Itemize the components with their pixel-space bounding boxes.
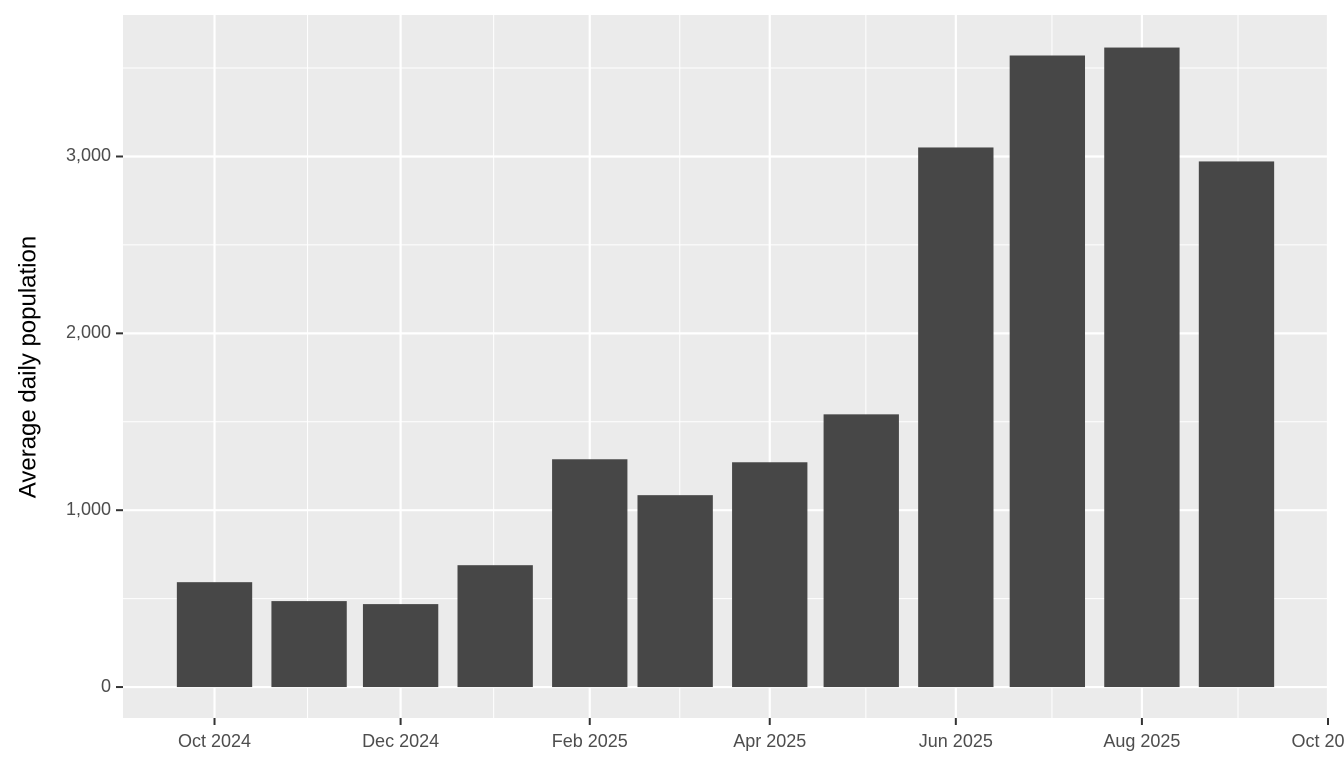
bar — [271, 601, 347, 688]
bar — [1198, 161, 1275, 688]
bar — [823, 414, 899, 688]
bar — [552, 459, 628, 688]
x-tick-label: Oct 2024 — [178, 731, 251, 751]
y-tick-label: 3,000 — [66, 145, 111, 165]
y-tick-label: 1,000 — [66, 499, 111, 519]
x-tick-label: Jun 2025 — [919, 731, 993, 751]
x-tick-label: Apr 2025 — [733, 731, 806, 751]
bar — [176, 582, 253, 688]
y-axis-label: Average daily population — [14, 236, 41, 498]
bar — [457, 565, 533, 688]
x-tick-label: Oct 2025 — [1291, 731, 1344, 751]
bar — [1104, 47, 1180, 688]
x-tick-label: Dec 2024 — [362, 731, 439, 751]
x-tick-label: Aug 2025 — [1103, 731, 1180, 751]
bar — [637, 495, 713, 688]
bar — [1009, 55, 1086, 688]
x-tick-label: Feb 2025 — [552, 731, 628, 751]
bar — [918, 147, 994, 688]
bar — [732, 462, 808, 688]
y-tick-label: 0 — [101, 676, 111, 696]
y-tick-label: 2,000 — [66, 322, 111, 342]
bar — [362, 604, 439, 688]
